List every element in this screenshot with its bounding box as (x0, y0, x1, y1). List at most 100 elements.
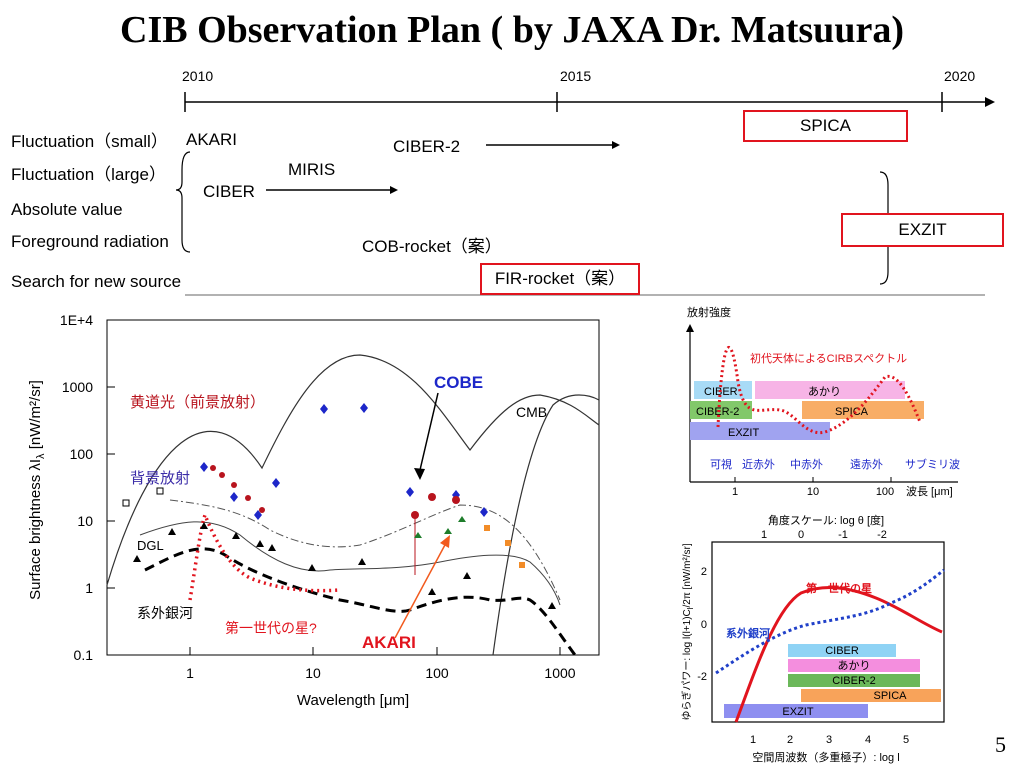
dgl-point (428, 588, 436, 595)
dgl-curve (139, 521, 561, 606)
power-bar-ciber2 (788, 674, 920, 687)
sed-ytick: 10 (77, 513, 93, 529)
power-ytick: 2 (701, 566, 707, 578)
mission-miris: MIRIS (288, 160, 336, 179)
first-stars-curve (188, 509, 341, 601)
mission-cob-rocket: COB-rocket（案） (362, 237, 502, 256)
row-foreground-radiation: Foreground radiation (11, 232, 169, 251)
label-cobe: COBE (434, 373, 483, 392)
row-fluctuation-small: Fluctuation（small） (11, 132, 168, 151)
mission-fir-rocket: FIR-rocket（案） (494, 269, 626, 288)
spectrum-xlabel: 波長 [μm] (906, 485, 953, 498)
spectrum-bar-label: あかり (808, 385, 841, 398)
power-top-tick: 0 (798, 529, 804, 541)
spectrum-bar-label: CIBER-2 (696, 406, 739, 418)
zodiacal-curve (106, 354, 600, 586)
sed-xtick: 100 (425, 665, 449, 681)
akari-arrow (394, 542, 447, 639)
band-label: サブミリ波 (905, 457, 960, 471)
timeline-connectors (175, 141, 985, 296)
cobe-point (230, 492, 238, 502)
slide-title: CIB Observation Plan ( by JAXA Dr. Matsu… (120, 9, 904, 51)
galaxy-curve (144, 547, 577, 656)
power-top-tick: -1 (838, 529, 848, 541)
band-label: 遠赤外 (850, 458, 883, 471)
cobe-arrow (419, 392, 439, 471)
sed-xtick: 10 (305, 665, 321, 681)
sed-plot-frame (106, 319, 600, 656)
spectrum-xtick: 100 (876, 486, 894, 498)
dgl-point (133, 555, 141, 562)
label-background: 背景放射 (130, 470, 190, 487)
spectrum-bar-label: EXZIT (728, 427, 759, 439)
power-label-first-stars: 第一世代の星 (806, 581, 872, 595)
row-search-new-source: Search for new source (11, 272, 182, 291)
mission-akari: AKARI (186, 130, 238, 149)
timeline-axis (184, 92, 995, 112)
cobe-point (254, 510, 262, 520)
power-first-stars-curve (734, 586, 943, 723)
mission-exzit-box: EXZIT (841, 213, 1004, 247)
row-absolute-value: Absolute value (11, 200, 123, 219)
sed-ytick: 1000 (62, 379, 93, 395)
dgl-point (463, 572, 471, 579)
mission-ciber: CIBER (203, 182, 255, 201)
label-akari: AKARI (362, 633, 416, 652)
dgl-point (168, 528, 176, 535)
power-bar-label: EXZIT (782, 706, 813, 718)
spectrum-bar-akari (755, 381, 905, 399)
row-fluctuation-large: Fluctuation（large） (11, 165, 166, 184)
power-bar-label: あかり (838, 659, 871, 672)
year-2010: 2010 (182, 68, 214, 84)
cobe-point (320, 404, 328, 414)
year-2015: 2015 (560, 68, 592, 84)
label-first-stars: 第一世代の星? (225, 620, 317, 636)
spectrum-bar-exzit (690, 422, 830, 440)
band-label: 中赤外 (790, 458, 823, 471)
power-xtick: 5 (903, 734, 909, 746)
dgl-point (548, 602, 556, 609)
mission-ciber2: CIBER-2 (393, 137, 461, 156)
power-galaxy-curve (715, 568, 945, 675)
mission-fir-rocket-box: FIR-rocket（案） (480, 263, 640, 295)
sed-ytick: 0.1 (74, 647, 94, 663)
page-number: 5 (995, 732, 1006, 757)
dgl-point (308, 564, 316, 571)
spectrum-bar-label: CIBER (704, 386, 738, 398)
power-plot: 角度スケール: log θ [度] 1 0 -1 -2 2 0 -2 1 2 3… (680, 513, 945, 764)
sed-plot: 1E+4 1000 100 10 1 0.1 1 10 100 1000 Wav… (27, 312, 600, 709)
model-curve (169, 499, 561, 601)
mission-spica: SPICA (799, 116, 852, 135)
spectrum-plot: 放射強度 初代天体によるCIRBスペクトル CIBER あかり CIBER-2 … (686, 305, 960, 498)
cmb-curve (492, 394, 600, 656)
power-xtick: 1 (750, 734, 756, 746)
power-xtick: 2 (787, 734, 793, 746)
power-label-galaxy: 系外銀河 (726, 626, 770, 640)
power-ytick: 0 (701, 619, 707, 631)
power-xtick: 3 (826, 734, 832, 746)
spectrum-xtick: 10 (807, 486, 819, 498)
cobe-point (272, 478, 280, 488)
data-point (428, 493, 436, 501)
year-2020: 2020 (944, 68, 976, 84)
sed-xtick: 1 (186, 665, 194, 681)
mission-spica-box: SPICA (743, 110, 908, 142)
dgl-point (200, 522, 208, 529)
dgl-point (358, 558, 366, 565)
power-bar-label: CIBER (825, 645, 859, 657)
sed-ytick: 1 (85, 580, 93, 596)
sed-xlabel: Wavelength [μm] (297, 692, 409, 709)
power-bar-akari (788, 659, 920, 672)
data-point (219, 472, 225, 478)
spectrum-curve-label: 初代天体によるCIRBスペクトル (750, 351, 907, 365)
label-galaxy: 系外銀河 (137, 605, 193, 621)
sed-xtick: 1000 (544, 665, 575, 681)
band-label: 近赤外 (742, 458, 775, 471)
power-bar-label: CIBER-2 (832, 675, 875, 687)
spectrum-bar-ciber2 (690, 401, 752, 419)
data-point (231, 482, 237, 488)
data-point (259, 507, 265, 513)
label-zodiacal: 黄道光（前景放射） (130, 394, 265, 411)
spectrum-xtick: 1 (732, 486, 738, 498)
power-xtick: 4 (865, 734, 871, 746)
